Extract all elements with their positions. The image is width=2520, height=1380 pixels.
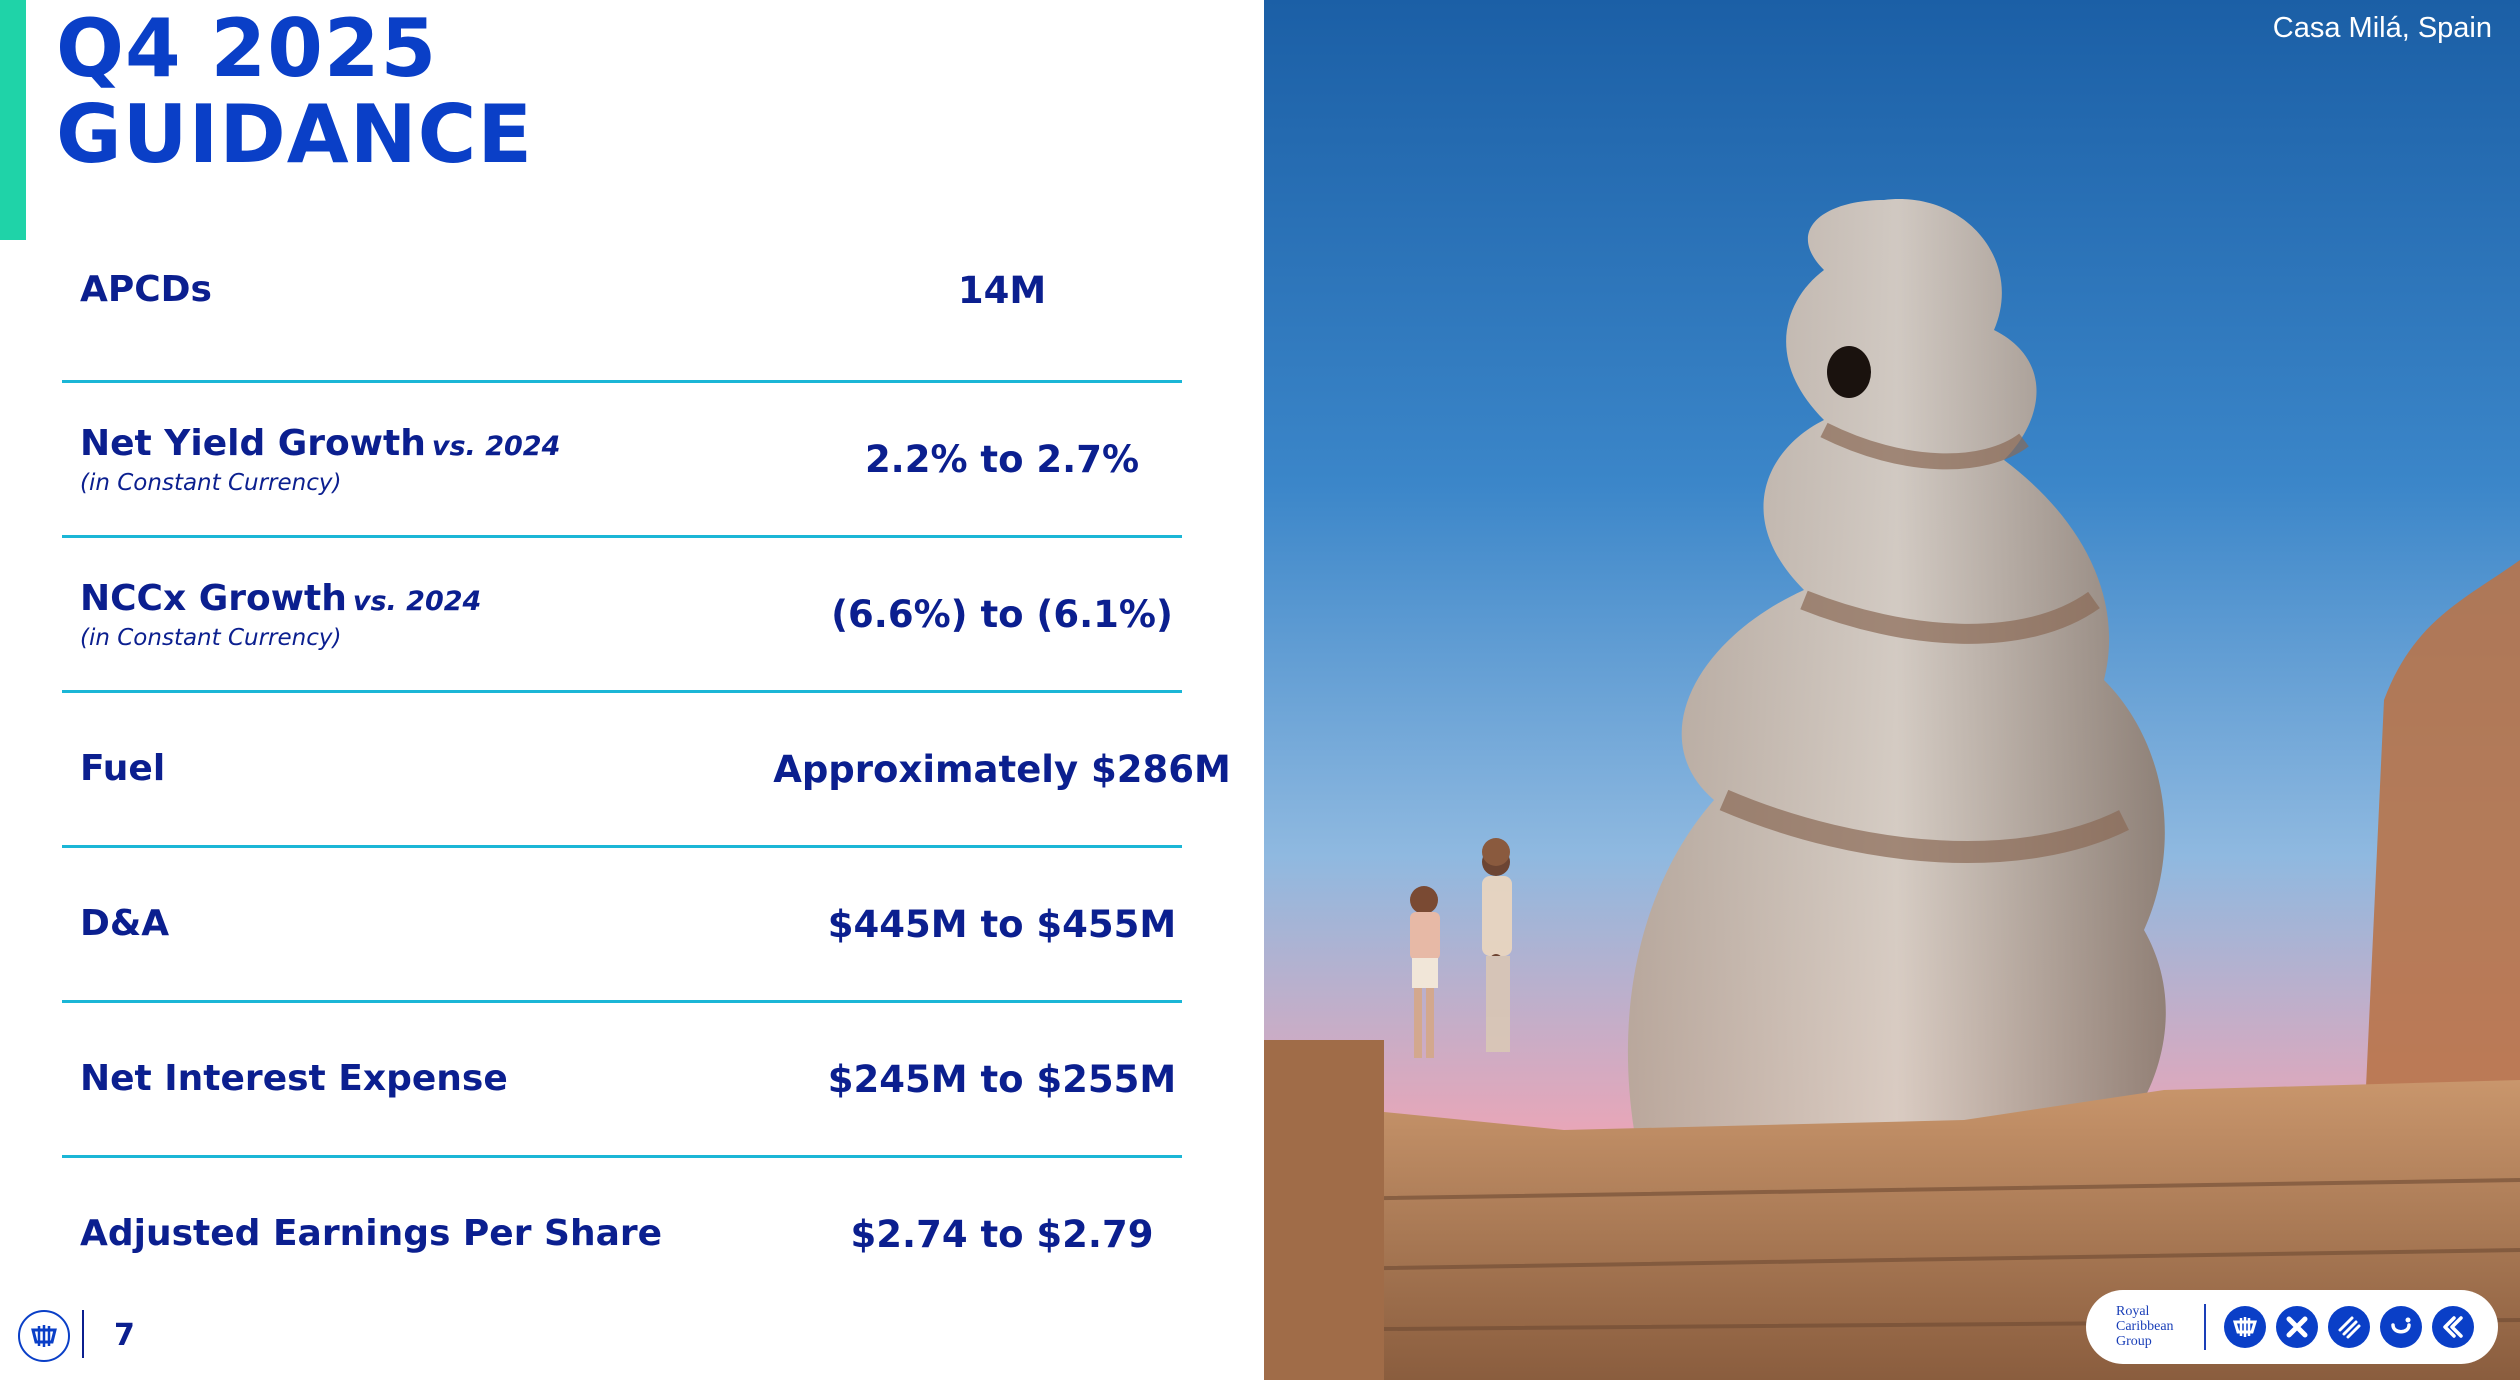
- metric-value: (6.6%) to (6.1%): [831, 592, 1173, 636]
- metric-qualifier: vs. 2024: [352, 585, 482, 617]
- family-figures: [1482, 848, 1512, 1052]
- guidance-table: APCDs 14M Net Yield Growth vs. 2024 (in C…: [62, 228, 1231, 1310]
- guidance-row-net-yield-growth: Net Yield Growth vs. 2024 (in Constant Cu…: [62, 383, 1182, 538]
- metric-label: Net Interest Expense: [80, 1058, 508, 1099]
- title-line-2: GUIDANCE: [56, 88, 534, 181]
- metric-label-line: Net Yield Growth vs. 2024: [80, 422, 700, 469]
- metric-value: $445M to $455M: [827, 902, 1177, 946]
- row-label: Adjusted Earnings Per Share: [80, 1158, 700, 1310]
- metric-label-line: NCCx Growth vs. 2024: [80, 577, 700, 624]
- brand-wordmark: Royal Caribbean Group: [2116, 1304, 2206, 1349]
- metric-value: $2.74 to $2.79: [850, 1212, 1154, 1256]
- brand-name-line: Royal: [2116, 1304, 2150, 1319]
- brand-name-line: Group: [2116, 1334, 2152, 1349]
- royal-caribbean-logo-icon: [18, 1310, 70, 1362]
- brand-bar: Royal Caribbean Group: [2086, 1290, 2498, 1364]
- brand-name-line: Caribbean: [2116, 1319, 2174, 1334]
- row-label: NCCx Growth vs. 2024 (in Constant Currenc…: [80, 538, 700, 690]
- metric-label: D&A: [80, 903, 170, 944]
- row-label: Fuel: [80, 693, 700, 845]
- tui-cruises-icon: [2380, 1306, 2422, 1348]
- metric-sublabel: (in Constant Currency): [80, 624, 342, 651]
- man-figure: [1482, 838, 1510, 866]
- guidance-row-adjusted-eps: Adjusted Earnings Per Share $2.74 to $2.…: [62, 1158, 1182, 1310]
- row-label: APCDs: [80, 214, 700, 366]
- row-label: Net Interest Expense: [80, 1003, 700, 1155]
- title-line-1: Q4 2025: [56, 2, 438, 95]
- guidance-row-fuel: Fuel Approximately $286M: [62, 693, 1231, 848]
- slide-title: Q4 2025 GUIDANCE: [56, 6, 533, 178]
- celebrity-icon: [2276, 1306, 2318, 1348]
- row-label: D&A: [80, 848, 700, 1000]
- metric-qualifier: vs. 2024: [431, 430, 561, 462]
- metric-label: APCDs: [80, 269, 212, 310]
- royal-caribbean-icon: [2224, 1306, 2266, 1348]
- guidance-row-apcds: APCDs 14M: [62, 228, 1182, 383]
- metric-label: Net Yield Growth: [80, 422, 426, 464]
- photo-caption: Casa Milá, Spain: [2272, 12, 2492, 44]
- row-label: Net Yield Growth vs. 2024 (in Constant Cu…: [80, 383, 700, 535]
- metric-value: $245M to $255M: [827, 1057, 1177, 1101]
- footer-divider: [82, 1310, 84, 1358]
- guidance-row-d-and-a: D&A $445M to $455M: [62, 848, 1182, 1003]
- metric-label: NCCx Growth: [80, 577, 347, 619]
- casa-mila-chimney-illustration: [1264, 199, 2520, 1380]
- metric-value: Approximately $286M: [773, 747, 1231, 791]
- metric-value: 2.2% to 2.7%: [864, 437, 1140, 481]
- guidance-row-nccx-growth: NCCx Growth vs. 2024 (in Constant Currenc…: [62, 538, 1182, 693]
- hapag-lloyd-icon: [2432, 1306, 2474, 1348]
- metric-value: 14M: [957, 268, 1047, 312]
- page-number: 7: [114, 1318, 135, 1353]
- metric-label: Adjusted Earnings Per Share: [80, 1213, 663, 1254]
- guidance-row-net-interest-expense: Net Interest Expense $245M to $255M: [62, 1003, 1182, 1158]
- brand-icon-row: [2224, 1306, 2474, 1348]
- brand-divider: [2204, 1304, 2206, 1350]
- metric-label: Fuel: [80, 748, 166, 789]
- metric-sublabel: (in Constant Currency): [80, 469, 342, 496]
- accent-bar: [0, 0, 26, 240]
- hero-photo: Casa Milá, Spain: [1264, 0, 2520, 1380]
- silversea-icon: [2328, 1306, 2370, 1348]
